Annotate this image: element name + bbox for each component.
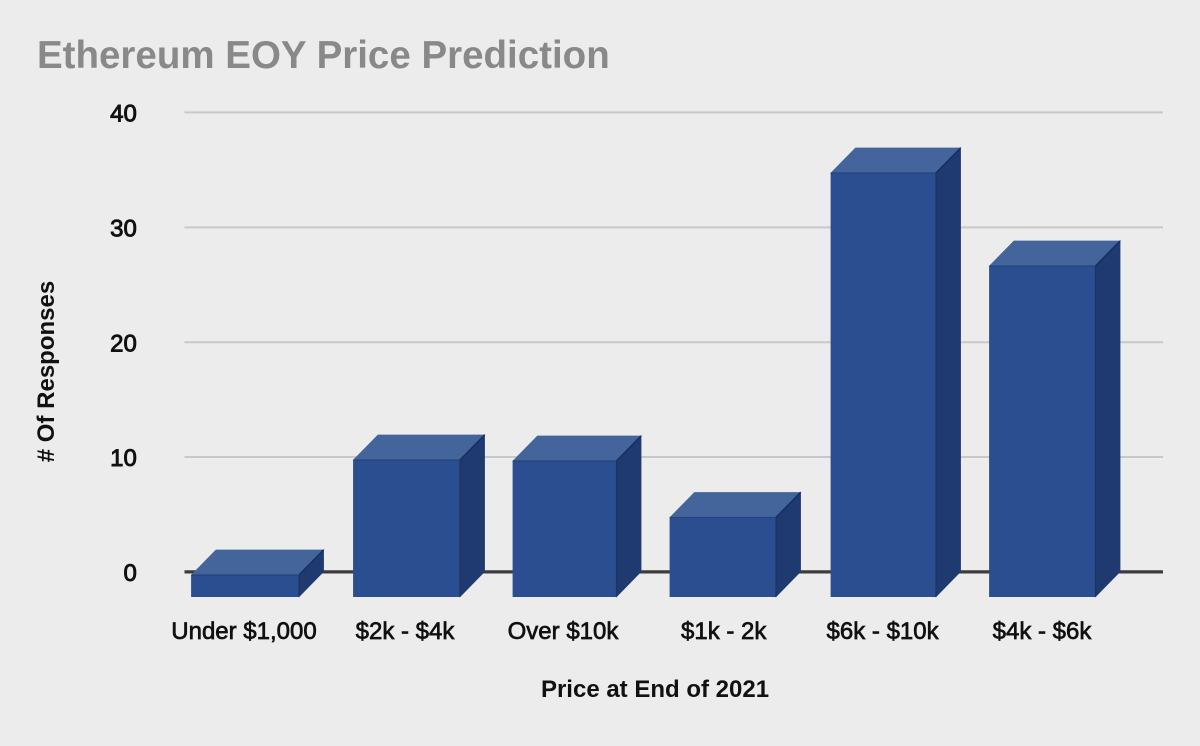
svg-text:30: 30 <box>110 216 137 243</box>
svg-text:20: 20 <box>110 330 137 357</box>
svg-text:40: 40 <box>110 101 137 128</box>
svg-text:$1k - 2k: $1k - 2k <box>681 618 767 645</box>
svg-text:10: 10 <box>110 445 137 472</box>
svg-text:$6k - $10k: $6k - $10k <box>827 618 940 645</box>
svg-text:0: 0 <box>123 560 136 587</box>
svg-text:$4k - $6k: $4k - $6k <box>993 618 1093 645</box>
svg-text:# Of Responses: # Of Responses <box>33 281 60 462</box>
svg-text:Under $1,000: Under $1,000 <box>171 618 316 645</box>
svg-text:$2k - $4k: $2k - $4k <box>356 618 456 645</box>
svg-text:Over $10k: Over $10k <box>508 618 620 645</box>
svg-text:Ethereum EOY Price Prediction: Ethereum EOY Price Prediction <box>37 34 610 77</box>
svg-text:Price at End of 2021: Price at End of 2021 <box>541 676 769 703</box>
